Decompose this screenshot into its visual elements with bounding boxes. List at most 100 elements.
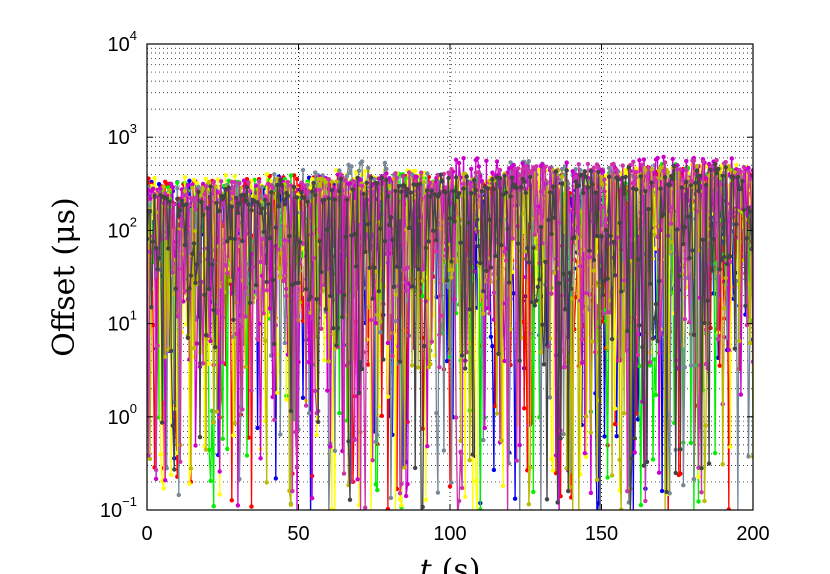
data-point bbox=[337, 168, 342, 173]
data-point bbox=[717, 363, 722, 368]
data-point bbox=[175, 180, 180, 185]
data-point bbox=[403, 193, 409, 198]
data-point bbox=[275, 247, 280, 252]
x-axis-label-unit: (s) bbox=[442, 553, 481, 574]
data-point bbox=[576, 183, 581, 188]
data-point bbox=[347, 170, 353, 176]
data-point bbox=[490, 344, 495, 349]
data-point bbox=[564, 160, 569, 165]
data-point bbox=[214, 409, 219, 414]
data-point bbox=[464, 174, 469, 179]
data-point bbox=[332, 192, 338, 197]
data-point bbox=[400, 174, 406, 179]
data-point bbox=[408, 190, 413, 195]
data-point bbox=[263, 338, 268, 344]
data-point bbox=[213, 345, 218, 350]
data-point bbox=[363, 249, 368, 254]
data-point bbox=[678, 471, 683, 476]
data-point bbox=[694, 168, 700, 173]
data-point bbox=[490, 170, 495, 175]
data-point bbox=[491, 186, 497, 192]
data-point bbox=[682, 224, 687, 230]
data-point bbox=[305, 199, 310, 204]
data-point bbox=[609, 336, 615, 342]
data-point bbox=[205, 206, 210, 211]
data-point bbox=[278, 432, 283, 437]
data-point bbox=[294, 465, 300, 470]
data-point bbox=[276, 266, 281, 271]
data-point bbox=[344, 197, 350, 202]
data-point bbox=[182, 175, 188, 180]
data-point bbox=[270, 277, 275, 283]
data-point bbox=[385, 260, 391, 265]
data-point bbox=[734, 222, 739, 227]
data-point bbox=[599, 175, 604, 180]
data-point bbox=[456, 160, 462, 166]
data-point bbox=[485, 278, 491, 283]
data-point bbox=[596, 165, 601, 170]
data-point bbox=[429, 188, 434, 193]
data-point bbox=[385, 194, 391, 199]
data-point bbox=[576, 162, 581, 167]
data-point bbox=[588, 430, 594, 435]
data-point bbox=[534, 164, 539, 169]
data-point bbox=[343, 234, 348, 239]
data-point bbox=[656, 279, 662, 284]
data-point bbox=[417, 182, 422, 187]
data-point bbox=[684, 168, 689, 173]
data-point bbox=[437, 365, 442, 370]
data-point bbox=[670, 176, 675, 181]
data-point bbox=[453, 310, 459, 316]
data-point bbox=[549, 231, 554, 237]
data-point bbox=[738, 169, 744, 174]
data-point bbox=[576, 363, 581, 369]
data-point bbox=[208, 478, 213, 484]
data-point bbox=[416, 365, 421, 370]
data-point bbox=[479, 189, 484, 194]
data-point bbox=[243, 198, 248, 204]
data-point bbox=[664, 489, 669, 495]
data-point bbox=[497, 175, 503, 181]
data-point bbox=[473, 478, 478, 484]
data-point bbox=[616, 177, 621, 182]
data-point bbox=[194, 341, 200, 346]
data-point bbox=[184, 192, 189, 198]
data-point bbox=[661, 154, 666, 160]
data-point bbox=[284, 293, 289, 299]
data-point bbox=[178, 208, 183, 213]
data-point bbox=[669, 221, 674, 226]
data-point bbox=[444, 278, 450, 283]
data-point bbox=[384, 171, 389, 176]
data-point bbox=[573, 295, 578, 300]
data-point bbox=[225, 239, 230, 244]
data-point bbox=[282, 202, 288, 207]
data-point bbox=[185, 182, 191, 188]
data-point bbox=[608, 233, 613, 239]
data-point bbox=[278, 177, 283, 183]
data-point bbox=[228, 235, 233, 241]
data-point bbox=[288, 408, 294, 414]
data-point bbox=[359, 366, 365, 372]
x-axis-label-var: t bbox=[420, 553, 433, 574]
data-point bbox=[391, 284, 397, 289]
data-point bbox=[178, 459, 183, 464]
data-point bbox=[170, 423, 175, 428]
data-point bbox=[500, 483, 506, 488]
data-point bbox=[358, 360, 363, 365]
data-point bbox=[158, 452, 163, 457]
data-point bbox=[620, 163, 625, 168]
data-point bbox=[194, 181, 200, 186]
data-point bbox=[699, 466, 704, 471]
data-point bbox=[476, 244, 481, 249]
data-point bbox=[558, 436, 563, 441]
data-point bbox=[714, 158, 719, 163]
data-point bbox=[591, 268, 597, 273]
data-point bbox=[297, 300, 303, 305]
data-point bbox=[334, 179, 339, 184]
data-point bbox=[525, 166, 530, 171]
data-point bbox=[508, 194, 513, 199]
data-point bbox=[164, 196, 169, 201]
data-point bbox=[700, 237, 706, 242]
data-point bbox=[172, 467, 177, 472]
data-point bbox=[355, 285, 360, 291]
